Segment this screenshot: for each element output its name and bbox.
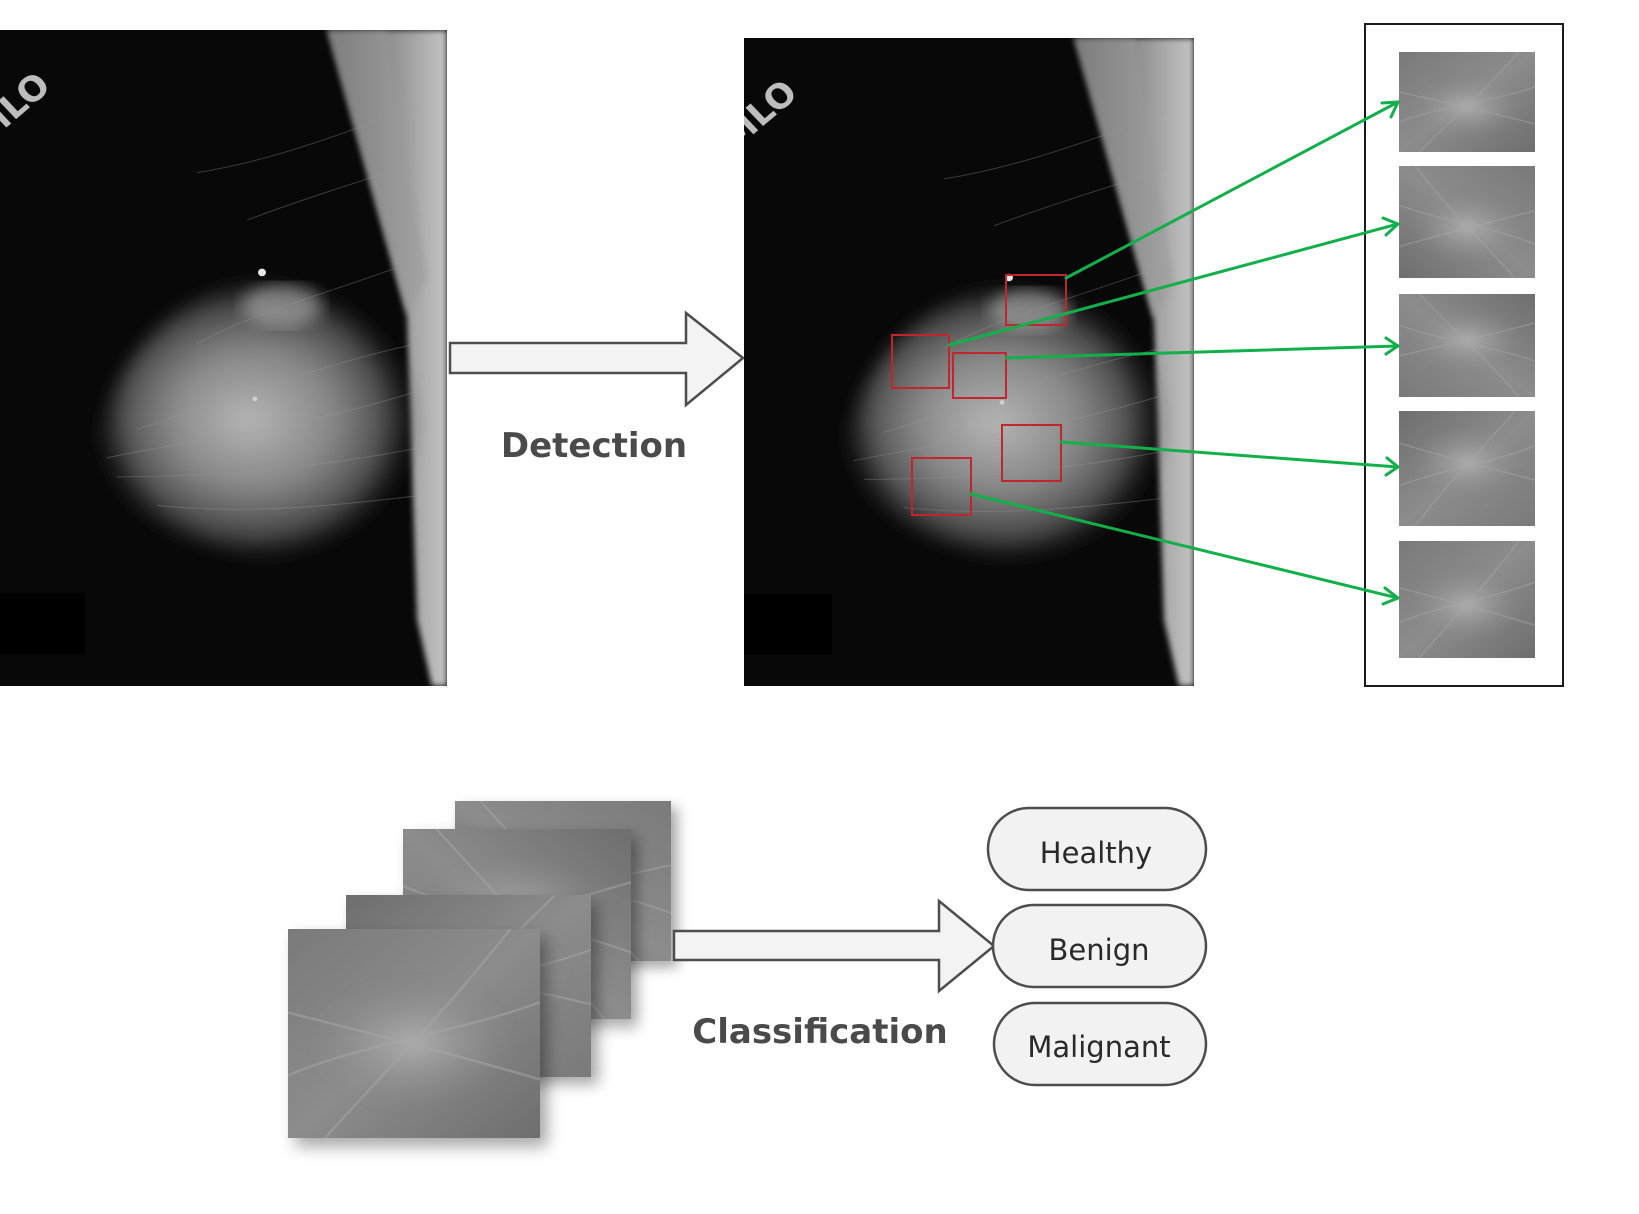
crop-patch — [1399, 541, 1535, 658]
classification-arrow — [672, 898, 996, 994]
class-label: Malignant — [1027, 1030, 1170, 1064]
link-arrows — [947, 100, 1402, 606]
crop-patch — [1399, 411, 1535, 526]
crop-patch — [1399, 52, 1535, 152]
original-mammogram: MLO — [0, 30, 447, 686]
detection-box — [1005, 274, 1067, 326]
patch-stack — [288, 801, 671, 1138]
link-arrow — [1059, 440, 1401, 477]
detection-label: Detection — [501, 426, 687, 466]
class-pill-benign: Benign — [991, 903, 1208, 989]
stacked-patch — [288, 929, 540, 1138]
class-options: Healthy Benign Malignant — [986, 806, 1208, 1087]
link-arrow — [969, 492, 1402, 606]
detection-box — [952, 352, 1007, 399]
detection-boxes — [891, 274, 1067, 516]
link-arrow — [947, 216, 1401, 347]
classification-label: Classification — [692, 1012, 947, 1052]
crop-patch — [1399, 166, 1535, 278]
class-pill-malignant: Malignant — [992, 1001, 1208, 1087]
crop-patch — [1399, 294, 1535, 397]
detection-box — [891, 334, 950, 389]
crop-patches — [1399, 52, 1535, 658]
class-label: Benign — [1049, 933, 1150, 967]
detected-mammogram: MLO — [744, 38, 1194, 686]
link-arrow — [1004, 336, 1401, 360]
detection-arrow — [448, 310, 745, 408]
class-label: Healthy — [1040, 836, 1152, 870]
class-pill-healthy: Healthy — [986, 806, 1208, 892]
detection-box — [911, 457, 972, 516]
link-arrow — [1064, 100, 1401, 280]
detection-box — [1001, 424, 1062, 482]
